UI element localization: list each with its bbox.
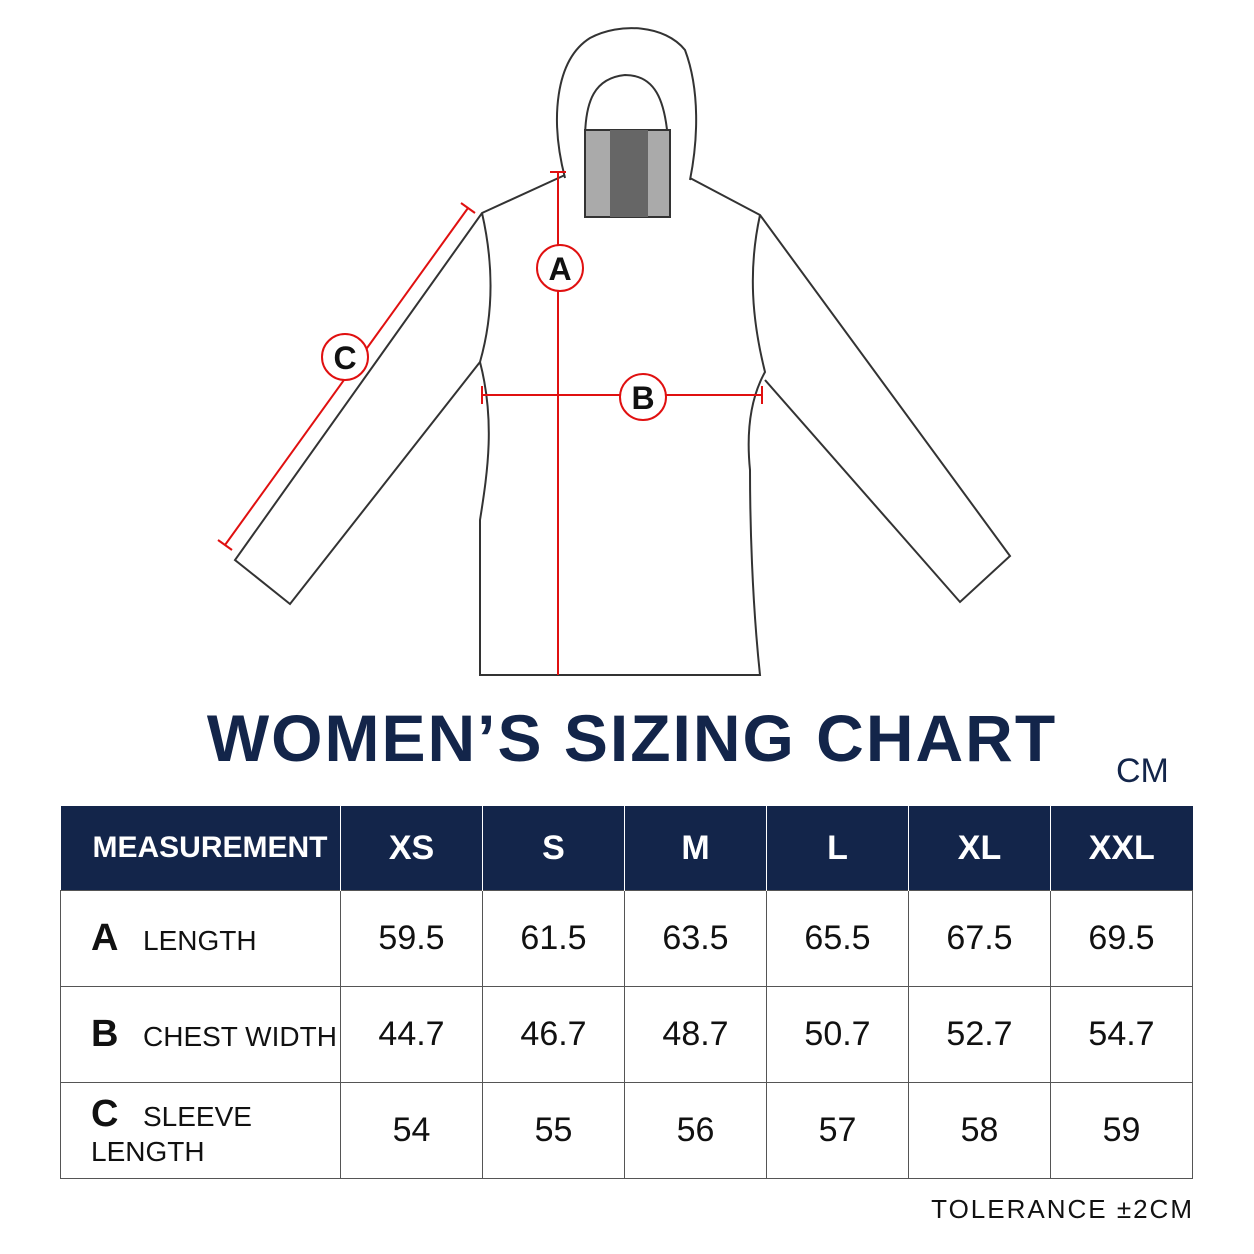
jacket-diagram: A B C: [217, 27, 1012, 676]
label-a: A: [548, 251, 571, 287]
header-cell: S: [482, 806, 625, 891]
header-cell: XXL: [1050, 806, 1193, 891]
value-cell: 44.7: [340, 986, 483, 1083]
value-cell: 56: [624, 1082, 767, 1179]
title: WOMEN’S SIZING CHART: [206, 701, 1058, 775]
header-cell: L: [766, 806, 909, 891]
measurement-cell: A LENGTH: [60, 890, 341, 987]
measurement-cell: B CHEST WIDTH: [60, 986, 341, 1083]
value-cell: 63.5: [624, 890, 767, 987]
value-cell: 50.7: [766, 986, 909, 1083]
value-cell: 67.5: [908, 890, 1051, 987]
measurement-cell: C SLEEVE LENGTH: [60, 1082, 341, 1179]
row-letter: A: [91, 917, 119, 959]
row-letter: B: [91, 1013, 119, 1055]
table-row: A LENGTH 59.5 61.5 63.5 65.5 67.5 69.5: [60, 890, 1193, 987]
label-b: B: [631, 380, 654, 416]
value-cell: 59: [1050, 1082, 1193, 1179]
unit: CM: [1116, 752, 1169, 790]
value-cell: 65.5: [766, 890, 909, 987]
value-cell: 55: [482, 1082, 625, 1179]
value-cell: 61.5: [482, 890, 625, 987]
value-cell: 48.7: [624, 986, 767, 1083]
header-cell: XS: [340, 806, 483, 891]
row-label: CHEST WIDTH: [143, 1021, 337, 1052]
table-body: A LENGTH 59.5 61.5 63.5 65.5 67.5 69.5 B CHEST WI…: [60, 890, 1193, 1179]
value-cell: 54: [340, 1082, 483, 1179]
value-cell: 54.7: [1050, 986, 1193, 1083]
header-row: MEASUREMENT XS S M L XL XXL: [60, 806, 1193, 891]
table-row: B CHEST WIDTH 44.7 46.7 48.7 50.7 52.7 54.7: [60, 986, 1193, 1083]
row-label: LENGTH: [143, 925, 257, 956]
value-cell: 52.7: [908, 986, 1051, 1083]
value-cell: 69.5: [1050, 890, 1193, 987]
value-cell: 59.5: [340, 890, 483, 987]
header-cell: M: [624, 806, 767, 891]
header-cell: MEASUREMENT: [60, 806, 341, 891]
tolerance: TOLERANCE ±2CM: [931, 1194, 1194, 1224]
header-cell: XL: [908, 806, 1051, 891]
row-label: SLEEVE LENGTH: [91, 1101, 252, 1167]
collar-stripe: [610, 130, 648, 217]
measure-lines: [217, 171, 763, 675]
value-cell: 57: [766, 1082, 909, 1179]
jacket-outline: [233, 27, 1012, 676]
table-row: C SLEEVE LENGTH 54 55 56 57 58 59: [60, 1082, 1193, 1179]
row-letter: C: [91, 1093, 119, 1135]
value-cell: 58: [908, 1082, 1051, 1179]
value-cell: 46.7: [482, 986, 625, 1083]
label-c: C: [333, 340, 356, 376]
size-table: MEASUREMENT XS S M L XL XXL A LENGTH 59.5 61.5 63.…: [60, 806, 1193, 1179]
label-circles: [321, 244, 667, 421]
